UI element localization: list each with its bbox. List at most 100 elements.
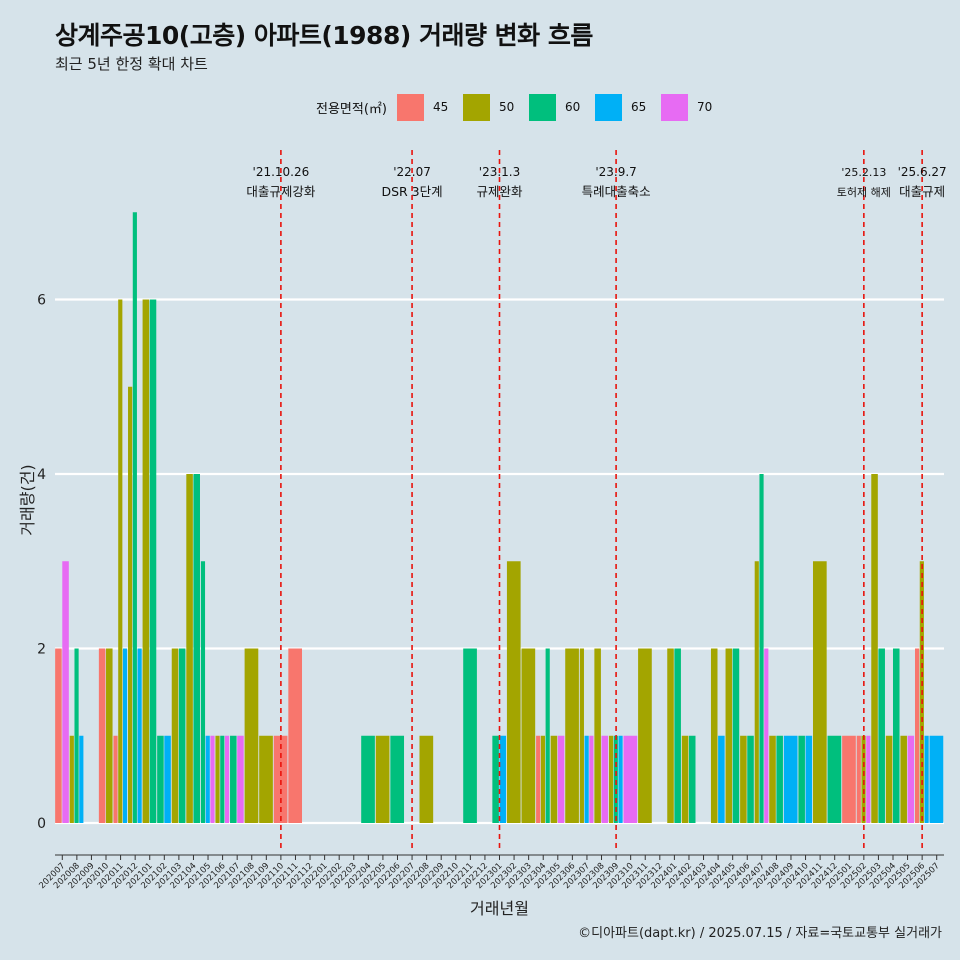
event-label: 대출규제강화 <box>246 184 316 199</box>
bar-50-202311 <box>638 648 652 823</box>
bar-70-202502 <box>866 735 871 823</box>
event-label: 특례대출축소 <box>582 184 651 199</box>
event-date: '25.2.13 <box>841 166 886 179</box>
bar-70-202308 <box>601 735 609 823</box>
legend-label-45: 45 <box>432 100 449 114</box>
legend-title: 전용면적(㎡) <box>316 101 387 117</box>
bar-50-202505 <box>900 735 907 823</box>
bar-65-202307 <box>584 735 589 823</box>
bar-50-202304 <box>540 735 546 823</box>
bar-60-202503 <box>878 648 885 823</box>
bar-60-202106 <box>220 735 225 823</box>
event-date: '23.1.3 <box>479 165 520 179</box>
bar-60-202407 <box>759 474 764 823</box>
bar-60-202410 <box>798 735 805 823</box>
bar-70-202305 <box>557 735 565 823</box>
source-caption: ©디아파트(dapt.kr) / 2025.07.15 / 자료=국토교통부 실… <box>578 926 942 941</box>
bar-65-202102 <box>164 735 171 823</box>
bar-70-202106 <box>224 735 230 823</box>
bar-50-202405 <box>725 648 733 823</box>
bar-50-202408 <box>769 735 776 823</box>
bar-60-202412 <box>827 735 842 823</box>
bar-50-202503 <box>871 474 878 823</box>
bar-70-202310 <box>623 735 638 823</box>
event-date: '23.9.7 <box>595 165 636 179</box>
y-tick-label: 6 <box>37 293 46 309</box>
bar-60-202008 <box>74 648 79 823</box>
bar-60-202211 <box>463 648 477 823</box>
event-date: '21.10.26 <box>253 165 310 179</box>
bar-50-202303 <box>521 648 536 823</box>
bar-50-202302 <box>506 561 521 823</box>
bar-50-202402 <box>681 735 689 823</box>
bar-50-202502 <box>861 735 866 823</box>
bar-60-202012 <box>132 212 137 823</box>
bar-50-202305 <box>550 735 558 823</box>
bar-65-202309 <box>618 735 623 823</box>
legend-label-50: 50 <box>498 100 515 114</box>
bar-50-202208 <box>419 735 434 823</box>
bar-50-202103 <box>171 648 179 823</box>
bar-50-202205 <box>375 735 390 823</box>
bar-50-202411 <box>812 561 827 823</box>
bar-65-202011 <box>122 648 128 823</box>
bar-50-202401 <box>667 648 674 823</box>
legend-key-50 <box>462 93 490 121</box>
bar-45-202304 <box>536 735 541 823</box>
bar-60-202101 <box>149 299 157 823</box>
bar-50-202307 <box>579 648 584 823</box>
bar-45-202110 <box>273 735 288 823</box>
bar-60-202206 <box>390 735 405 823</box>
chart-subtitle: 최근 5년 한정 확대 차트 <box>55 55 208 73</box>
bar-70-202107 <box>237 735 244 823</box>
bar-50-202504 <box>885 735 893 823</box>
bar-60-202107 <box>230 735 237 823</box>
bar-45-202010 <box>98 648 106 823</box>
bar-60-202408 <box>776 735 783 823</box>
legend-item-70: 70 <box>660 93 719 121</box>
bar-70-202505 <box>907 735 915 823</box>
bar-50-202008 <box>69 735 74 823</box>
event-label: 토허제 해제 <box>837 185 891 199</box>
legend-key-60 <box>528 93 556 121</box>
legend-key-70 <box>660 93 688 121</box>
bar-50-202306 <box>565 648 579 823</box>
bar-45-202111 <box>288 648 303 823</box>
bar-60-202105 <box>200 561 206 823</box>
bar-50-202407 <box>754 561 759 823</box>
bar-50-202309 <box>608 735 614 823</box>
bar-60-202406 <box>747 735 754 823</box>
bar-45-202011 <box>113 735 118 823</box>
y-tick-label: 0 <box>37 816 46 832</box>
event-date: '22.07 <box>393 165 431 179</box>
bar-60-202309 <box>613 735 618 823</box>
bar-50-202308 <box>594 648 601 823</box>
legend-label-60: 60 <box>564 100 581 114</box>
event-label: 대출규제 <box>899 184 945 199</box>
legend-key-45 <box>396 93 424 121</box>
bar-60-202504 <box>892 648 900 823</box>
bar-70-202105 <box>210 735 215 823</box>
legend-item-50: 50 <box>462 93 521 121</box>
bar-50-202108 <box>244 648 259 823</box>
y-tick-label: 4 <box>37 467 46 483</box>
bar-60-202402 <box>688 735 696 823</box>
event-label: DSR 3단계 <box>381 184 442 199</box>
bar-70-202407 <box>764 648 769 823</box>
bar-65-202008 <box>79 735 84 823</box>
legend-label-65: 65 <box>630 100 647 114</box>
bar-50-202012 <box>128 386 133 823</box>
bar-65-202506 <box>924 735 929 823</box>
bar-45-202502 <box>856 735 861 823</box>
bar-70-202307 <box>589 735 594 823</box>
bar-65-202404 <box>718 735 725 823</box>
bar-50-202011 <box>118 299 123 823</box>
bar-65-202301 <box>499 735 507 823</box>
legend-item-60: 60 <box>528 93 587 121</box>
bar-60-202401 <box>674 648 681 823</box>
bar-60-202204 <box>361 735 375 823</box>
bar-60-202104 <box>193 474 200 823</box>
bar-65-202409 <box>783 735 798 823</box>
bar-70-202007 <box>62 561 69 823</box>
bar-45-202007 <box>55 648 62 823</box>
